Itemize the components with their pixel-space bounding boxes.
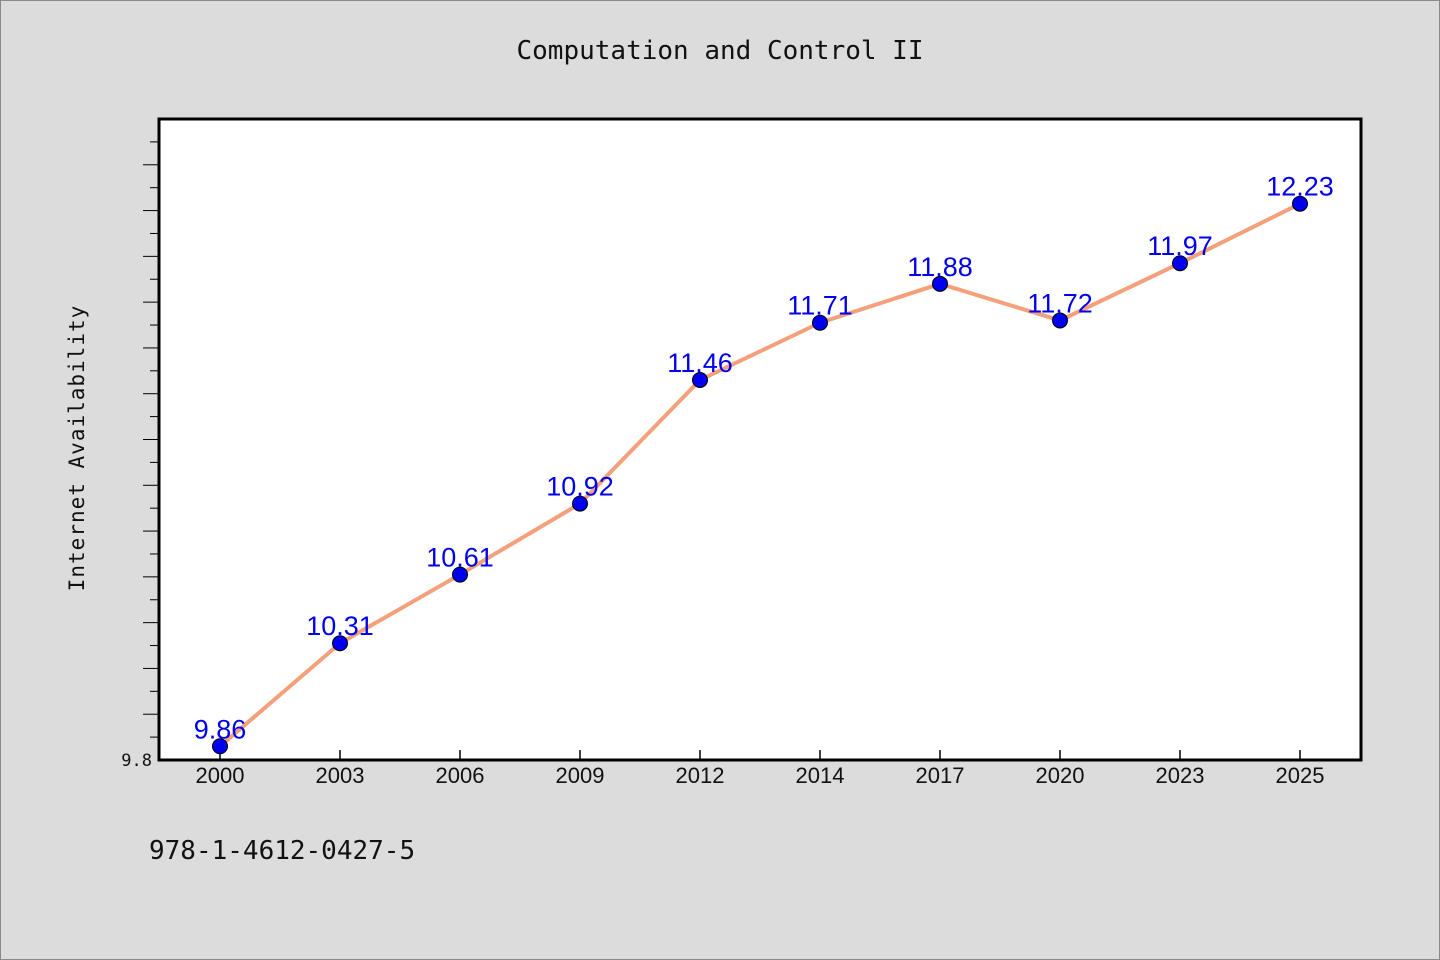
data-point [572,495,588,512]
x-tick-label: 2025 [1276,763,1325,788]
x-tick-label: 2023 [1156,763,1205,788]
data-label: 11.46 [667,348,733,378]
data-label: 11.71 [787,291,853,321]
x-tick-label: 2003 [316,763,365,788]
plot-area [157,117,1363,762]
data-point [812,314,828,331]
data-label: 12.23 [1266,172,1334,202]
x-ticks: 2000 2003 2006 2009 2012 2014 2017 2020 2023 2025 [196,750,1325,788]
data-point [932,275,948,292]
data-point [1052,312,1068,329]
chart-title: Computation and Control II [516,36,924,66]
data-label: 11.88 [907,252,973,282]
y-ticks [143,141,159,738]
series-line [218,201,1301,748]
x-tick-label: 2014 [796,763,845,788]
data-label: 9.86 [194,714,247,744]
x-tick-label: 2020 [1036,763,1085,788]
data-label: 10.92 [546,472,614,502]
x-tick-label: 2009 [556,763,605,788]
x-tick-label: 2017 [916,763,965,788]
x-tick-label: 2000 [196,763,245,788]
data-point [212,738,228,755]
data-markers [212,195,1308,755]
data-label: 10.61 [426,543,494,573]
x-tick-label: 2012 [676,763,725,788]
data-labels: 9.86 10.31 10.61 10.92 11.46 11.71 11.88 11.72 1… [194,172,1334,745]
x-tick-label: 2006 [436,763,485,788]
data-point [692,371,708,388]
data-label: 11.72 [1027,288,1093,318]
data-label: 10.31 [306,611,374,641]
y-tick-label: 9.8 [121,751,152,771]
data-label: 11.97 [1147,231,1213,261]
data-point [452,566,468,583]
data-point [1172,255,1188,272]
data-point [1292,195,1308,212]
data-point [332,635,348,652]
isbn-text: 978-1-4612-0427-5 [149,836,416,866]
